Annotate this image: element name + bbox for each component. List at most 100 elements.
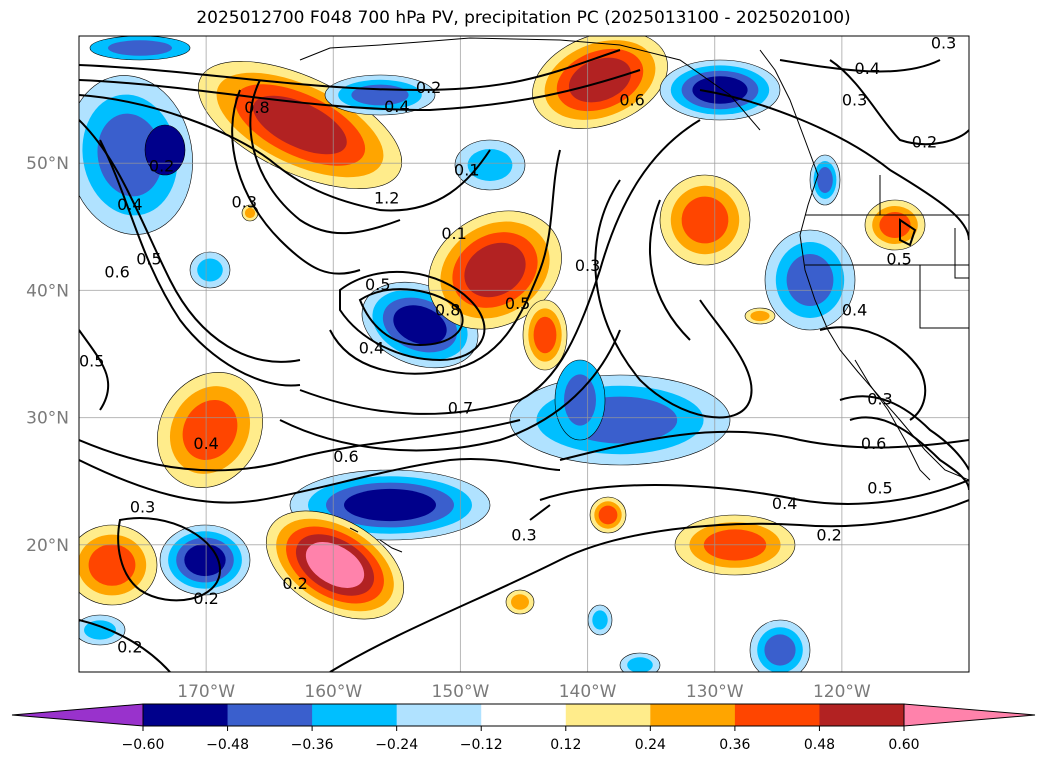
longitude-tick-labels: 170°W 160°W 150°W 140°W 130°W 120°W [177,682,871,702]
pv-contour-label: 0.1 [454,161,479,180]
colorbar-segment [565,704,651,726]
pv-contour [299,119,701,415]
coastline-hawaii-2 [349,527,359,533]
pv-contour [79,458,561,504]
lat-tick-label: 30°N [26,409,69,429]
pv-contour [79,329,110,411]
state-borders [805,175,969,329]
precip-shade [627,657,653,672]
pv-contour [79,94,491,212]
pv-contour [559,430,969,461]
pv-contour [79,69,641,112]
precip-shade [305,542,365,588]
colorbar-segment [481,704,567,726]
pv-contour [79,619,171,672]
colorbar-extend-max [903,703,1036,727]
pv-contour [849,416,969,491]
precip-shade [344,488,436,522]
pv-contour [329,149,561,375]
precip-shade [253,95,347,155]
pv-contour [79,119,301,363]
pv-contour [231,89,361,275]
pv-contour-label: 0.4 [359,339,384,358]
lat-tick-label: 40°N [26,281,69,301]
pv-contour [117,517,222,602]
latitude-tick-labels: 20°N 30°N 40°N 50°N [26,154,69,556]
coastlines [299,37,969,553]
lat-lon-gridlines [79,36,969,672]
pv-contour [649,199,691,341]
precip-shade [182,400,238,460]
precip-shade [817,167,833,193]
lon-tick-label: 160°W [304,682,362,702]
precip-shade [467,149,513,181]
pv-contour [99,139,301,387]
lon-tick-label: 170°W [177,682,235,702]
precip-shade [511,594,529,610]
precip-shade [84,620,116,640]
pv-contour-label: 0.4 [193,434,218,453]
pv-contour-label: 0.5 [867,479,892,498]
pv-contour-labels: 0.2 0.4 0.8 1.2 0.1 0.1 0.2 0.4 0.5 0.6 0.3 0.5 0.5 0… [79,36,956,657]
precip-shade [108,40,172,56]
colorbar-tick-label: 0.36 [719,737,750,753]
coastline-north-america [759,49,969,481]
pv-contour [329,499,969,672]
colorbar-outline [142,703,905,727]
precip-shade [764,634,796,666]
precipitation-pc-shading [79,36,926,672]
coastline-hawaii-1 [379,539,403,553]
pv-contour [839,395,969,471]
chart-title: 2025012700 F048 700 hPa PV, precipitatio… [196,8,851,28]
colorbar-segment [650,704,736,726]
pv-contour-label: 0.8 [244,98,269,117]
pv-contour [594,179,753,419]
pv-contour-label: 0.7 [448,398,473,417]
pv-contour [699,89,969,241]
pv-contour [249,79,401,235]
lon-tick-label: 130°W [686,682,744,702]
precip-shade [88,544,136,586]
colorbar: −0.60 −0.48 −0.36 −0.24 −0.12 0.12 0.24 0.36 0.4… [11,703,1036,753]
precip-shade [568,57,632,103]
precip-shade [786,254,834,306]
pv-contour-label: 0.8 [435,300,460,319]
pv-contour-label: 0.3 [130,498,155,517]
precip-shade [144,124,186,176]
precip-shade [393,305,447,345]
pv-contour [339,270,486,362]
pv-contour-label: 0.2 [193,589,218,608]
pv-contour-label: 1.2 [374,189,399,208]
pv-contour-label: 0.5 [136,250,161,269]
pv-contour [539,479,969,505]
pv-contour [279,329,621,452]
pv-contour [79,419,521,472]
colorbar-segment [819,704,905,726]
pv-contour-label: 0.2 [816,526,841,545]
pv-contour-label: 0.4 [772,494,797,513]
lon-tick-label: 150°W [432,682,490,702]
pv-contour-label: 0.3 [232,192,257,211]
pv-contour [899,218,917,247]
lon-tick-label: 120°W [813,682,871,702]
pv-contour-label: 0.3 [842,91,867,110]
precip-shade [681,196,729,244]
pv-contour-label: 0.2 [117,638,142,657]
colorbar-tick-label: 0.60 [888,737,919,753]
pv-contour-label: 0.6 [619,91,644,110]
colorbar-segment [734,704,820,726]
pv-contour-label: 0.6 [333,447,358,466]
lat-tick-label: 50°N [26,154,69,174]
pv-contour-label: 0.2 [912,133,937,152]
colorbar-tick-label: −0.24 [375,737,418,753]
pv-contour-label: 0.4 [855,59,880,78]
precip-shade [533,316,557,354]
colorbar-extend-min [11,703,144,727]
pv-contour-label: 0.5 [79,351,104,370]
pv-contour-label: 0.1 [441,224,466,243]
precip-shade [197,258,223,282]
pv-contour-label: 0.5 [505,294,530,313]
pv-contour-label: 0.5 [365,275,390,294]
colorbar-segment [143,704,229,726]
colorbar-segment [396,704,482,726]
